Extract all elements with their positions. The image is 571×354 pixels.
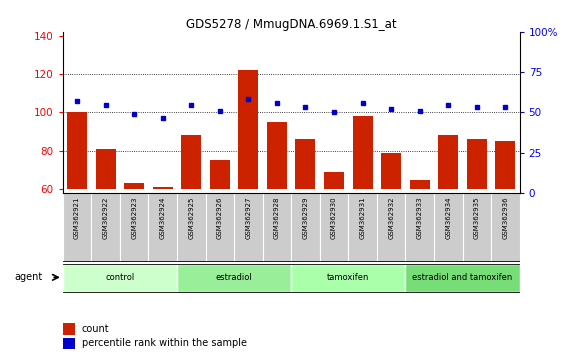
Text: GSM362924: GSM362924 [160,196,166,239]
Bar [153,187,172,189]
Text: GSM362927: GSM362927 [246,196,251,239]
Bar [434,193,463,262]
Bar [63,324,75,335]
Bar [291,264,405,292]
Text: GSM362930: GSM362930 [331,196,337,239]
Text: GSM362923: GSM362923 [131,196,137,239]
Text: GSM362936: GSM362936 [502,196,508,239]
Bar [495,141,515,189]
Text: GSM362931: GSM362931 [360,196,365,239]
Bar [148,193,177,262]
Bar [463,193,491,262]
Bar [405,264,520,292]
Text: GSM362929: GSM362929 [303,196,308,239]
Bar [63,193,91,262]
Text: control: control [105,273,135,282]
Text: GSM362921: GSM362921 [74,196,80,239]
Bar [439,136,458,189]
Bar [377,193,405,262]
Text: GSM362925: GSM362925 [188,196,194,239]
Bar [296,139,315,189]
Bar [63,264,177,292]
Text: percentile rank within the sample: percentile rank within the sample [82,338,247,348]
Text: GSM362934: GSM362934 [445,196,451,239]
Bar [410,179,429,189]
Bar [320,193,348,262]
Bar [124,183,144,189]
Text: tamoxifen: tamoxifen [327,273,369,282]
Bar [405,193,434,262]
Text: GSM362928: GSM362928 [274,196,280,239]
Bar [91,193,120,262]
Text: estradiol and tamoxifen: estradiol and tamoxifen [412,273,513,282]
Bar [467,139,486,189]
Bar [206,193,234,262]
Bar [67,113,87,189]
Bar [491,193,520,262]
Bar [263,193,291,262]
Text: GSM362932: GSM362932 [388,196,394,239]
Text: estradiol: estradiol [216,273,252,282]
Text: count: count [82,324,109,334]
Text: GSM362933: GSM362933 [417,196,423,239]
Bar [381,153,401,189]
Bar [96,149,115,189]
Bar [239,70,258,189]
Bar [352,116,372,189]
Bar [234,193,263,262]
Text: agent: agent [15,272,43,282]
Bar [120,193,148,262]
Bar [324,172,344,189]
Bar [210,160,230,189]
Bar [177,193,206,262]
Bar [291,193,320,262]
Bar [182,136,202,189]
Text: GSM362935: GSM362935 [474,196,480,239]
Title: GDS5278 / MmugDNA.6969.1.S1_at: GDS5278 / MmugDNA.6969.1.S1_at [186,18,396,31]
Text: GSM362926: GSM362926 [217,196,223,239]
Text: GSM362922: GSM362922 [103,196,108,239]
Bar [63,338,75,349]
Bar [177,264,291,292]
Bar [267,122,287,189]
Bar [348,193,377,262]
